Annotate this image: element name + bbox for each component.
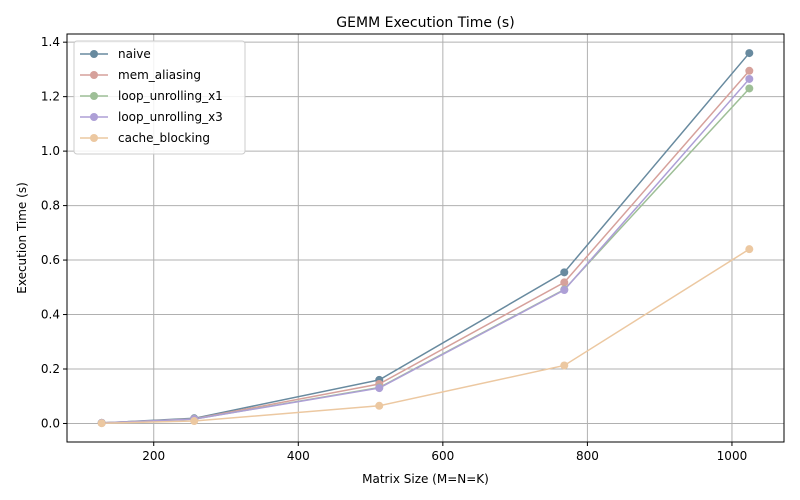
legend-label: loop_unrolling_x3 (118, 110, 223, 124)
data-point-cache_blocking (190, 417, 199, 426)
y-tick-label: 1.0 (41, 144, 60, 158)
chart-title: GEMM Execution Time (s) (336, 15, 514, 31)
x-tick-label: 1000 (717, 449, 748, 463)
data-point-mem_aliasing (745, 66, 754, 75)
data-point-naive (745, 49, 754, 58)
legend: naive mem_aliasing loop_unrolling_x1 loop_u… (73, 40, 246, 155)
data-point-cache_blocking (97, 419, 106, 428)
data-point-loop_unrolling_x3 (745, 74, 754, 83)
data-point-loop_unrolling_x1 (745, 84, 754, 93)
plot-frame (66, 33, 785, 443)
x-tick-label: 600 (431, 449, 454, 463)
data-point-loop_unrolling_x3 (375, 384, 384, 393)
legend-swatch-marker (90, 92, 98, 100)
y-tick-label: 0.0 (41, 416, 60, 430)
y-axis-ticks: 0.0 0.2 0.4 0.6 0.8 1.0 1.2 1.4 (41, 35, 67, 430)
y-tick-label: 1.4 (41, 35, 60, 49)
data-point-cache_blocking (560, 361, 569, 370)
data-point-loop_unrolling_x3 (560, 286, 569, 295)
legend-label: mem_aliasing (118, 68, 201, 82)
legend-swatch-marker (90, 50, 98, 58)
y-axis-label: Execution Time (s) (15, 182, 29, 294)
legend-swatch-marker (90, 134, 98, 142)
data-point-naive (560, 268, 569, 277)
series-points (97, 49, 754, 428)
y-tick-label: 0.2 (41, 362, 60, 376)
x-tick-label: 400 (287, 449, 310, 463)
legend-label: cache_blocking (118, 131, 210, 145)
data-point-mem_aliasing (560, 278, 569, 287)
data-point-cache_blocking (745, 245, 754, 254)
y-tick-label: 0.8 (41, 199, 60, 213)
x-tick-label: 800 (576, 449, 599, 463)
legend-box (73, 40, 246, 155)
y-tick-label: 0.4 (41, 308, 60, 322)
y-tick-label: 1.2 (41, 90, 60, 104)
legend-swatch-marker (90, 71, 98, 79)
legend-label: loop_unrolling_x1 (118, 89, 223, 103)
data-point-cache_blocking (375, 401, 384, 410)
series-line-cache_blocking (101, 248, 750, 424)
legend-swatch-marker (90, 113, 98, 121)
y-tick-label: 0.6 (41, 253, 60, 267)
x-tick-label: 200 (142, 449, 165, 463)
legend-label: naive (118, 47, 151, 61)
x-axis-label: Matrix Size (M=N=K) (362, 472, 489, 486)
x-axis-ticks: 200 400 600 800 1000 (142, 442, 747, 463)
